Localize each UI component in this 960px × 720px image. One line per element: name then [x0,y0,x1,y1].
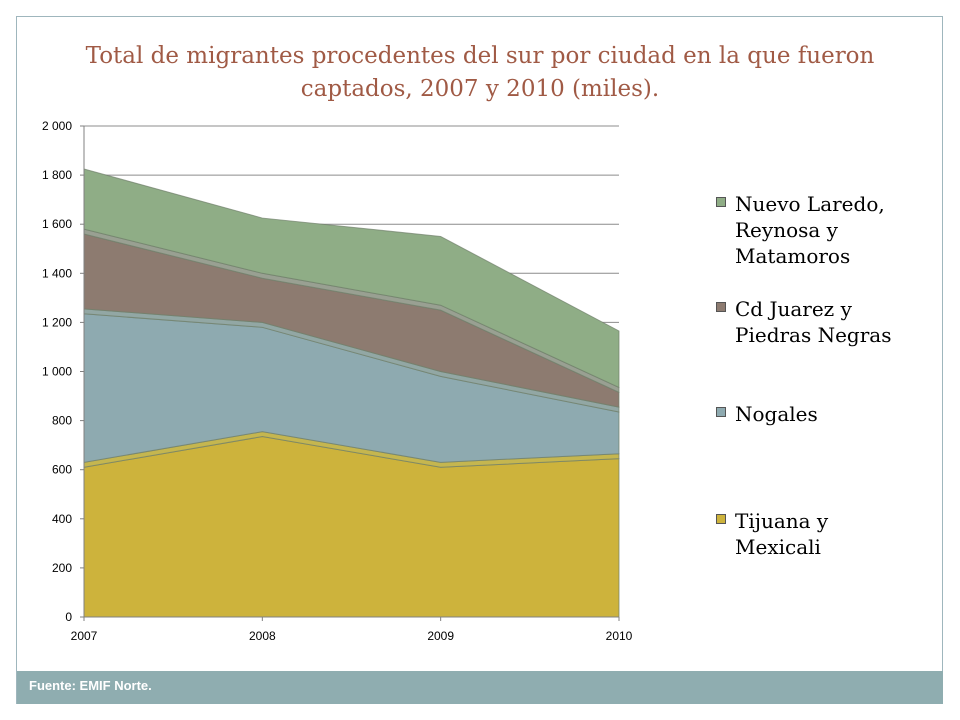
y-tick-label: 1 400 [42,266,72,280]
y-tick-label: 200 [52,561,72,575]
legend-label-tijuana: Tijuana y Mexicali [735,509,829,559]
x-tick-label: 2008 [249,629,276,643]
y-tick-label: 400 [52,512,72,526]
source-text: Fuente: EMIF Norte. [29,678,152,693]
y-tick-label: 800 [52,414,72,428]
legend-swatch-icon [716,302,726,312]
source-footer: Fuente: EMIF Norte. [17,671,943,704]
legend-label-nuevo-laredo: Nuevo Laredo, Reynosa y Matamoros [735,192,885,268]
y-tick-label: 1 600 [42,217,72,231]
chart-title: Total de migrantes procedentes del sur p… [85,43,875,102]
y-tick-label: 1 800 [42,168,72,182]
legend-swatch-icon [716,197,726,207]
y-tick-label: 1 200 [42,315,72,329]
legend-swatch-icon [716,514,726,524]
y-tick-label: 1 000 [42,365,72,379]
x-tick-label: 2010 [606,629,633,643]
y-tick-label: 2 000 [42,119,72,133]
y-tick-label: 0 [65,610,72,624]
x-tick-label: 2009 [427,629,454,643]
legend-label-nogales: Nogales [735,402,818,426]
area-series-nuevo-laredo-reynosa-y-matamoros [83,168,620,389]
area-series-tijuana-y-mexicali [83,436,620,618]
legend-swatch-icon [716,407,726,417]
x-tick-label: 2007 [71,629,98,643]
legend-label-cd-juarez: Cd Juarez y Piedras Negras [735,297,892,347]
y-tick-label: 600 [52,463,72,477]
